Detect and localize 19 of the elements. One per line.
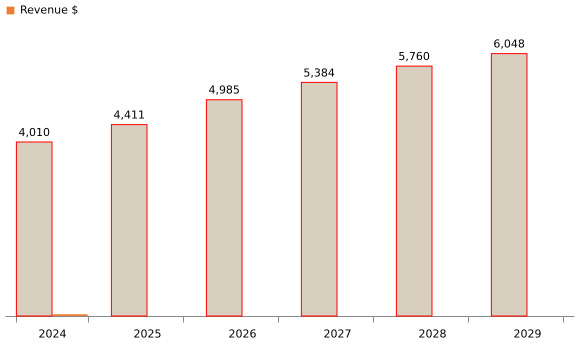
bar (396, 66, 432, 316)
bar (490, 53, 528, 316)
bar (110, 124, 148, 316)
legend-label: Revenue $ (20, 4, 78, 16)
bar (300, 82, 338, 316)
data-label: 4,985 (208, 84, 240, 97)
bar (206, 99, 243, 316)
x-tick-label: 2026 (228, 328, 257, 340)
data-label: 5,384 (303, 66, 335, 80)
bar (16, 142, 53, 316)
data-label: 4,010 (18, 126, 50, 140)
x-tick-label: 2028 (418, 328, 446, 340)
data-label: 5,760 (398, 50, 430, 64)
x-tick-label: 2027 (323, 328, 352, 340)
x-tick-label: 2024 (38, 328, 67, 340)
data-label: 4,411 (113, 108, 145, 122)
x-tick-label: 2025 (134, 328, 162, 340)
x-tick-label: 2029 (513, 328, 542, 340)
data-label: 6,048 (493, 38, 525, 51)
